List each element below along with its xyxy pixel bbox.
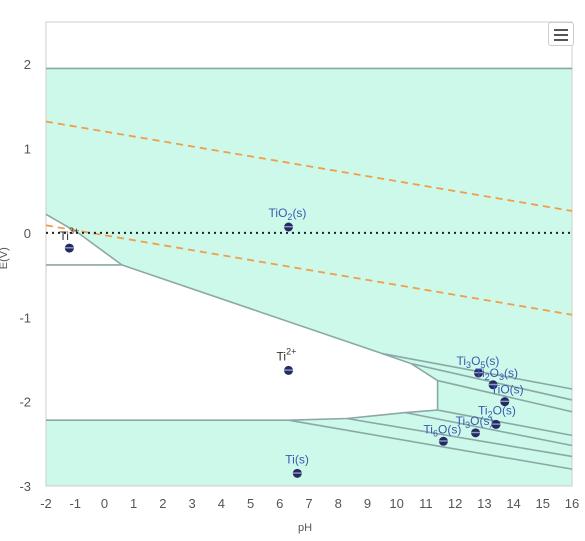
y-tick-label: 2 <box>24 57 31 72</box>
y-axis-title: E(V) <box>0 247 10 269</box>
species-label: Ti3+ <box>59 226 79 243</box>
species-label: TiO2(s) <box>269 206 307 222</box>
species-label: Ti6O(s) <box>423 422 461 438</box>
species-label: TiO(s) <box>491 383 524 397</box>
plot-border <box>45 21 573 487</box>
species-label: Ti3O(s) <box>456 414 494 430</box>
marker-highlight <box>284 369 294 371</box>
hamburger-icon <box>554 29 568 31</box>
chart-menu-button[interactable] <box>548 22 574 46</box>
x-tick-label: 13 <box>477 496 491 511</box>
species-label: Ti3O5(s) <box>456 354 499 370</box>
marker-highlight <box>500 400 510 403</box>
water-line <box>45 224 573 316</box>
species-labels: Ti3+ TiO2(s) Ti2+ Ti3O5(s)Ti2O3(s)TiO(s) Ti2… <box>59 206 523 466</box>
species-markers[interactable] <box>64 222 510 478</box>
marker-highlight <box>292 472 302 474</box>
x-tick-label: 5 <box>247 496 254 511</box>
y-tick-label: 0 <box>24 226 31 241</box>
y-tick-label: -1 <box>19 310 31 325</box>
boundary-line <box>346 417 573 458</box>
x-tick-label: 8 <box>335 496 342 511</box>
boundary-line <box>405 411 573 447</box>
x-tick-label: 6 <box>276 496 283 511</box>
aqueous-ion-region <box>46 214 438 421</box>
species-label: Ti2O(s) <box>478 403 516 419</box>
x-axis-ticks: -2 -1 0 1 2 3 4 5 6 7 8 9 10 11 12 13 14 15 16 <box>40 496 579 511</box>
marker-highlight <box>284 226 294 228</box>
y-tick-label: 1 <box>24 142 31 157</box>
x-tick-label: 11 <box>419 496 433 511</box>
x-tick-label: -1 <box>69 496 81 511</box>
x-tick-label: 15 <box>536 496 550 511</box>
hamburger-icon <box>554 34 568 36</box>
boundary-line <box>437 379 573 413</box>
x-tick-label: 2 <box>159 496 166 511</box>
marker-highlight <box>438 440 448 442</box>
x-tick-label: 14 <box>506 496 520 511</box>
hamburger-icon <box>554 39 568 41</box>
x-tick-label: 10 <box>389 496 403 511</box>
x-tick-label: 0 <box>101 496 108 511</box>
marker-highlight <box>64 247 74 249</box>
x-tick-label: 4 <box>218 496 225 511</box>
x-tick-label: 3 <box>188 496 195 511</box>
species-label: Ti2O3(s) <box>475 366 518 382</box>
x-tick-label: 12 <box>448 496 462 511</box>
marker-highlight <box>471 431 481 434</box>
marker-highlight <box>488 383 498 386</box>
x-tick-label: 9 <box>364 496 371 511</box>
boundary-line <box>288 419 573 470</box>
water-stability-lines <box>45 120 573 316</box>
x-tick-label: 1 <box>130 496 137 511</box>
x-tick-label: 16 <box>565 496 579 511</box>
species-label: Ti(s) <box>285 452 309 466</box>
x-tick-label: 7 <box>305 496 312 511</box>
y-axis-ticks: 2 1 0 -1 -2 -3 <box>19 57 31 494</box>
y-tick-label: -3 <box>19 479 31 494</box>
x-tick-label: -2 <box>40 496 52 511</box>
species-label: Ti2+ <box>277 346 297 363</box>
boundary-lines <box>45 67 573 470</box>
y-tick-label: -2 <box>19 395 31 410</box>
plot-frame <box>45 21 573 487</box>
water-line <box>45 120 573 212</box>
marker-highlight <box>473 371 483 374</box>
x-axis-title: pH <box>298 522 312 534</box>
marker-highlight <box>491 423 501 425</box>
boundary-line <box>437 409 573 437</box>
